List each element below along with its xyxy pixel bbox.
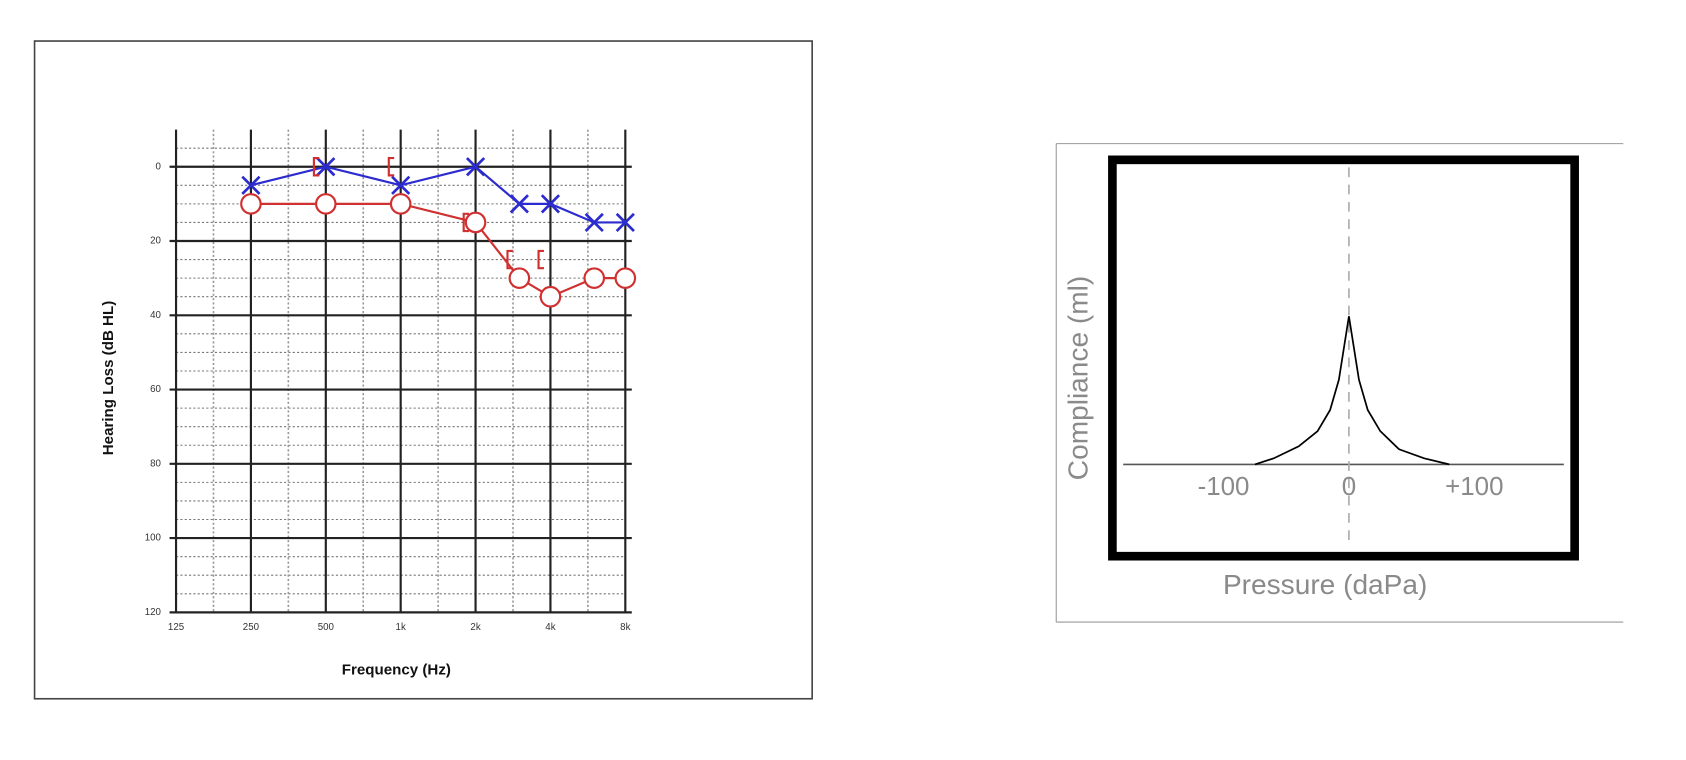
marker-bracket bbox=[462, 212, 470, 233]
x-tick-label: 2k bbox=[470, 622, 480, 633]
y-axis-label: Compliance (ml) bbox=[1062, 276, 1093, 480]
marker-bracket bbox=[312, 157, 320, 177]
x-axis-label: Pressure (daPa) bbox=[1223, 569, 1427, 600]
audiogram-frame bbox=[33, 40, 813, 700]
x-tick-label: 4k bbox=[545, 622, 555, 633]
y-axis-label: Hearing Loss (dB HL) bbox=[100, 301, 117, 455]
marker-o bbox=[508, 267, 531, 289]
marker-x bbox=[509, 194, 529, 214]
marker-x bbox=[465, 157, 486, 177]
marker-x bbox=[540, 194, 561, 214]
marker-o bbox=[389, 193, 412, 215]
y-tick-label: 100 bbox=[145, 533, 162, 544]
marker-o bbox=[539, 285, 562, 308]
marker-x bbox=[391, 175, 411, 195]
marker-bracket bbox=[506, 249, 513, 270]
x-tick-label: 8k bbox=[620, 622, 630, 633]
marker-o bbox=[583, 267, 606, 289]
series-line bbox=[1254, 316, 1450, 466]
x-tick-label: +100 bbox=[1445, 473, 1503, 501]
x-axis-label: Frequency (Hz) bbox=[342, 662, 451, 679]
y-tick-label: 120 bbox=[145, 607, 162, 618]
marker-o bbox=[240, 193, 262, 215]
marker-x bbox=[316, 157, 336, 177]
y-tick-label: 80 bbox=[150, 458, 161, 469]
marker-bracket bbox=[387, 157, 395, 177]
tympanogram-box bbox=[1108, 155, 1579, 561]
marker-o bbox=[464, 211, 487, 234]
marker-x bbox=[241, 175, 261, 195]
marker-x bbox=[615, 212, 635, 233]
y-tick-label: 0 bbox=[156, 161, 162, 172]
x-tick-label: 0 bbox=[1342, 473, 1356, 501]
x-tick-label: 1k bbox=[396, 622, 406, 633]
series-line bbox=[250, 165, 626, 224]
x-tick-label: 125 bbox=[168, 622, 184, 633]
x-tick-label: 250 bbox=[243, 622, 260, 633]
y-tick-label: 60 bbox=[150, 384, 161, 395]
x-tick-label: -100 bbox=[1198, 473, 1250, 501]
content: 0 20 40 60 80 100 120 125 250 500 1k 2k 4k 8k Frequenc… bbox=[33, 40, 1624, 700]
marker-x bbox=[584, 212, 604, 233]
y-tick-label: 40 bbox=[150, 310, 161, 321]
y-tick-label: 20 bbox=[150, 236, 161, 247]
marker-o bbox=[614, 267, 637, 289]
marker-bracket bbox=[537, 249, 544, 270]
x-tick-label: 500 bbox=[318, 622, 335, 633]
marker-o bbox=[315, 193, 337, 215]
